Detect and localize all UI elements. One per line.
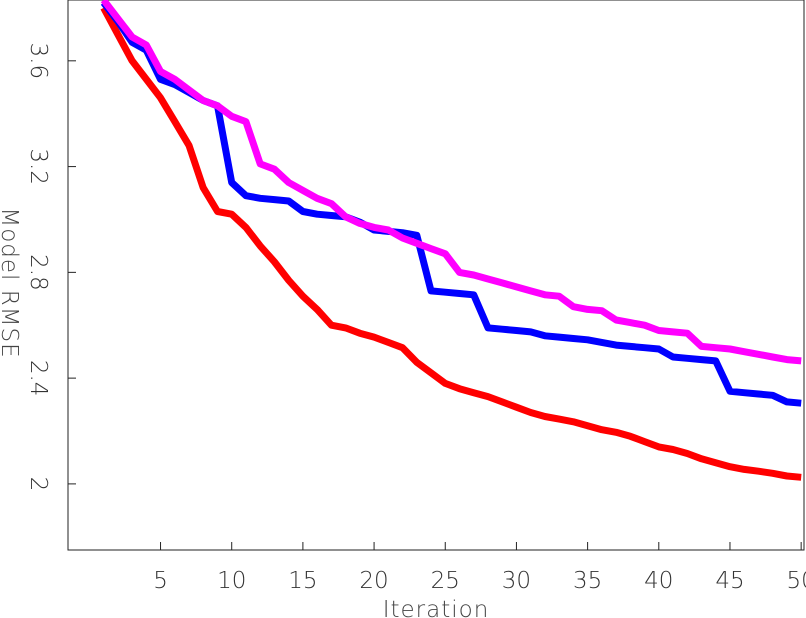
series-line-1	[100, 6, 802, 481]
x-tick-label: 40	[644, 568, 673, 594]
y-tick-label: 3.6	[25, 43, 51, 80]
x-axis-ticks: 5 10 15 20 25 30 35 40 45 50	[153, 542, 806, 594]
x-tick-label: 20	[359, 568, 388, 594]
y-tick-label: 2.4	[25, 360, 51, 397]
x-tick-label: 50	[787, 568, 806, 594]
x-tick-label: 25	[431, 568, 460, 594]
x-axis-title: Iteration	[383, 597, 490, 618]
x-tick-label: 5	[153, 568, 168, 594]
series-line-2	[100, 0, 802, 407]
y-axis-ticks: 2 2.4 2.8 3.2 3.6	[25, 43, 76, 492]
y-axis-title: Model RMSE	[0, 207, 22, 358]
x-tick-label: 30	[502, 568, 531, 594]
y-tick-label: 2.8	[25, 254, 51, 291]
series-line-3	[100, 0, 802, 365]
x-tick-label: 15	[288, 568, 317, 594]
y-tick-label: 2	[25, 477, 51, 492]
y-tick-label: 3.2	[25, 148, 51, 185]
x-tick-label: 45	[715, 568, 744, 594]
series-layer	[100, 0, 802, 481]
x-tick-label: 10	[217, 568, 246, 594]
x-tick-label: 35	[573, 568, 602, 594]
